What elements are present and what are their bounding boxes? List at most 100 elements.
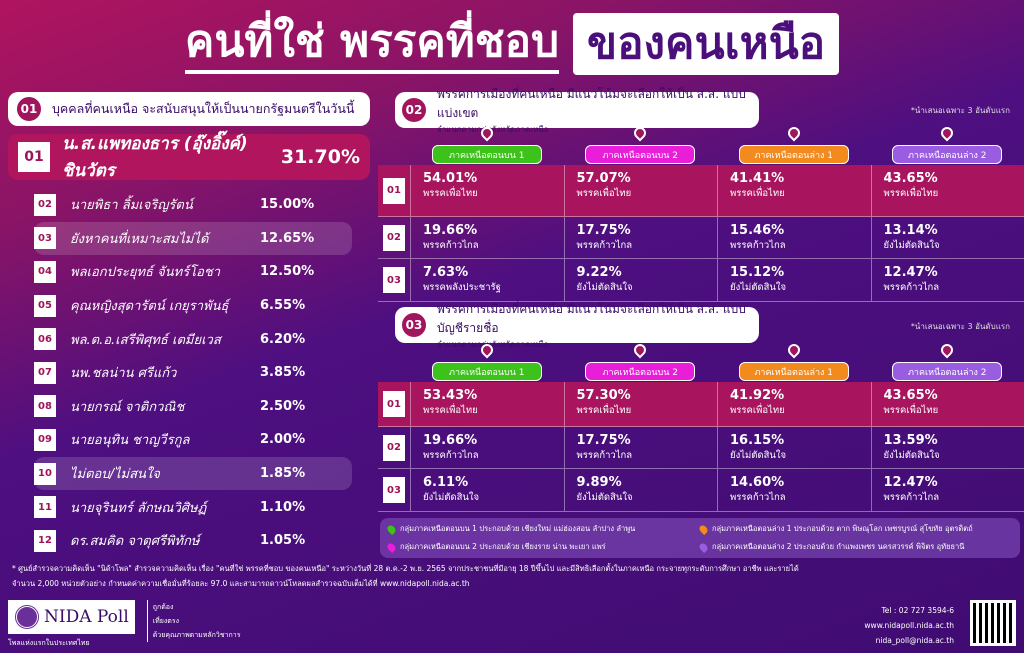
table-cell: 54.01% พรรคเพื่อไทย: [410, 165, 564, 216]
table-row: 01 53.43% พรรคเพื่อไทย 57.30% พรรคเพื่อไทย 41…: [378, 382, 1024, 427]
candidate-name: คุณหญิงสุดารัตน์ เกยุราพันธุ์: [70, 299, 229, 315]
table-cell: 41.41% พรรคเพื่อไทย: [717, 165, 871, 216]
rank-number: 02: [383, 434, 405, 461]
candidate-percent: 2.00%: [260, 432, 306, 448]
section-number: 03: [399, 310, 429, 340]
footnote-line2: จำนวน 2,000 หน่วยตัวอย่าง กำหนดค่าความเช…: [12, 579, 470, 588]
legend-item: กลุ่มภาคเหนือตอนบน 2 ประกอบด้วย เชียงราย…: [385, 540, 700, 554]
table-cell: 7.63% พรรคพลังประชารัฐ: [410, 259, 564, 301]
rank-number: 11: [34, 496, 56, 519]
region-column-header: ภาคเหนือตอนล่าง 1: [717, 341, 871, 382]
region-label: ภาคเหนือตอนบน 1: [431, 145, 542, 164]
section1-heading: บุคคลที่คนเหนือ จะสนับสนุนให้เป็นนายกรัฐ…: [52, 101, 355, 116]
region-column-header: ภาคเหนือตอนบน 2: [564, 341, 718, 382]
party-percent: 13.14%: [883, 223, 938, 238]
candidate-name: นายพิธา ลิ้มเจริญรัตน์: [70, 198, 193, 214]
candidate-name: ไม่ตอบ/ไม่สนใจ: [70, 467, 160, 483]
rank-number: 03: [34, 227, 56, 250]
section2-note: *นำเสนอเฉพาะ 3 อันดับแรก: [910, 106, 1010, 115]
section3-heading: พรรคการเมืองที่คนเหนือ มีแนวโน้มจะเลือกใ…: [437, 301, 746, 335]
candidate-name: พล.ต.อ.เสรีพิศุทธ์ เตมียเวส: [70, 332, 221, 348]
region-column-header: ภาคเหนือตอนบน 1: [410, 341, 564, 382]
legend-text: กลุ่มภาคเหนือตอนบน 2 ประกอบด้วย เชียงราย…: [400, 542, 606, 551]
rank-cell: 02: [378, 217, 410, 258]
region-column-header: ภาคเหนือตอนบน 2: [564, 124, 718, 165]
candidate-name: ดร.สมคิด จาตุศรีพิทักษ์: [70, 534, 200, 550]
rank-number: 04: [34, 260, 56, 283]
party-percent: 54.01%: [423, 171, 478, 186]
rank-cell: 03: [378, 469, 410, 511]
contact-web[interactable]: www.nidapoll.nida.ac.th: [864, 621, 954, 630]
party-name: ยังไม่ตัดสินใจ: [730, 450, 787, 461]
legend-text: กลุ่มภาคเหนือตอนล่าง 2 ประกอบด้วย กำแพงเ…: [712, 542, 965, 551]
table-cell: 13.14% ยังไม่ตัดสินใจ: [870, 217, 1024, 258]
section3-table: ภาคเหนือตอนบน 1 ภาคเหนือตอนบน 2 ภาคเหนือตอ…: [378, 341, 1024, 512]
rank-number: 05: [34, 294, 56, 317]
legend-text: กลุ่มภาคเหนือตอนบน 1 ประกอบด้วย เชียงใหม…: [400, 524, 636, 533]
region-label-row: ภาคเหนือตอนบน 1 ภาคเหนือตอนบน 2 ภาคเหนือตอ…: [378, 341, 1024, 382]
table-cell: 14.60% พรรคก้าวไกล: [717, 469, 871, 511]
region-label: ภาคเหนือตอนบน 2: [585, 145, 696, 164]
contact-info: Tel : 02 727 3594-6 www.nidapoll.nida.ac…: [864, 603, 954, 648]
footnote: * ศูนย์สำรวจความคิดเห็น "นิด้าโพล" สำรวจ…: [12, 561, 1012, 591]
party-percent: 19.66%: [423, 433, 478, 448]
party-name: พรรคเพื่อไทย: [576, 188, 632, 199]
contact-tel: Tel : 02 727 3594-6: [881, 606, 955, 615]
location-pin-icon: [385, 541, 398, 553]
party-name: พรรคเพื่อไทย: [730, 188, 785, 199]
table-row: 02 19.66% พรรคก้าวไกล 17.75% พรรคก้าวไกล 15.4…: [378, 217, 1024, 259]
party-name: พรรคก้าวไกล: [730, 240, 786, 251]
ranking-list: 02 นายพิธา ลิ้มเจริญรัตน์ 15.00% 03 ยังหาคนท…: [34, 188, 352, 558]
section3-subheading: จำแนกตามกลุ่มจังหวัดภาคเหนือ: [437, 339, 549, 349]
party-name: พรรคเพื่อไทย: [423, 188, 478, 199]
slogan-2: เที่ยงตรง: [152, 617, 180, 625]
candidate-percent: 12.65%: [260, 230, 315, 246]
candidate-name: นายจุรินทร์ ลักษณวิศิษฏ์: [70, 500, 207, 516]
legend-item: กลุ่มภาคเหนือตอนล่าง 1 ประกอบด้วย ตาก พิ…: [697, 522, 1012, 536]
party-percent: 43.65%: [883, 388, 938, 403]
rank-number: 10: [34, 462, 56, 485]
logo-name: NIDA Poll: [44, 607, 129, 627]
page-title: คนที่ใช่ พรรคที่ชอบ ของคนเหนือ: [0, 8, 1024, 80]
rank-number: 01: [18, 142, 50, 172]
party-percent: 41.92%: [730, 388, 785, 403]
party-percent: 15.46%: [730, 223, 785, 238]
region-label: ภาคเหนือตอนล่าง 2: [892, 145, 1003, 164]
party-name: พรรคก้าวไกล: [883, 492, 940, 503]
party-name: พรรคก้าวไกล: [576, 450, 633, 461]
table-cell: 19.66% พรรคก้าวไกล: [410, 427, 564, 468]
party-percent: 41.41%: [730, 171, 785, 186]
party-percent: 15.12%: [730, 265, 785, 280]
party-percent: 57.30%: [576, 388, 631, 403]
table-cell: 57.07% พรรคเพื่อไทย: [563, 165, 718, 216]
party-name: พรรคเพื่อไทย: [423, 405, 478, 416]
region-label: ภาคเหนือตอนล่าง 1: [738, 145, 849, 164]
table-cell: 15.46% พรรคก้าวไกล: [717, 217, 871, 258]
contact-email[interactable]: nida_poll@nida.ac.th: [875, 636, 954, 645]
party-percent: 53.43%: [423, 388, 478, 403]
region-column-header: ภาคเหนือตอนล่าง 2: [871, 341, 1024, 382]
legend-item: กลุ่มภาคเหนือตอนบน 1 ประกอบด้วย เชียงใหม…: [385, 522, 700, 536]
table-cell: 57.30% พรรคเพื่อไทย: [563, 382, 718, 426]
party-name: ยังไม่ตัดสินใจ: [576, 492, 633, 503]
rank-top-row: 01 น.ส.แพทองธาร (อุ๊งอิ๊งค์) ชินวัตร 31.…: [8, 134, 370, 181]
region-label: ภาคเหนือตอนบน 2: [585, 362, 696, 381]
rank-cell: 02: [378, 427, 410, 468]
region-column-header: ภาคเหนือตอนล่าง 2: [871, 124, 1024, 165]
party-name: พรรคก้าวไกล: [423, 450, 479, 461]
candidate-percent: 1.05%: [260, 533, 306, 549]
section2-heading: พรรคการเมืองที่คนเหนือ มีแนวโน้มจะเลือกใ…: [437, 86, 746, 120]
qr-code[interactable]: [970, 600, 1016, 646]
candidate-percent: 2.50%: [260, 398, 306, 414]
location-pin-icon: [938, 124, 956, 142]
table-cell: 19.66% พรรคก้าวไกล: [410, 217, 564, 258]
table-cell: 12.47% พรรคก้าวไกล: [870, 469, 1024, 511]
rank-row: 07 นพ.ชลน่าน ศรีแก้ว 3.85%: [34, 356, 352, 390]
candidate-percent: 1.85%: [260, 466, 306, 482]
candidate-percent: 12.50%: [260, 264, 315, 280]
table-cell: 15.12% ยังไม่ตัดสินใจ: [717, 259, 871, 301]
location-pin-icon: [785, 341, 803, 359]
party-percent: 12.47%: [883, 475, 938, 490]
candidate-percent: 31.70%: [280, 146, 360, 168]
table-cell: 43.65% พรรคเพื่อไทย: [870, 165, 1024, 216]
